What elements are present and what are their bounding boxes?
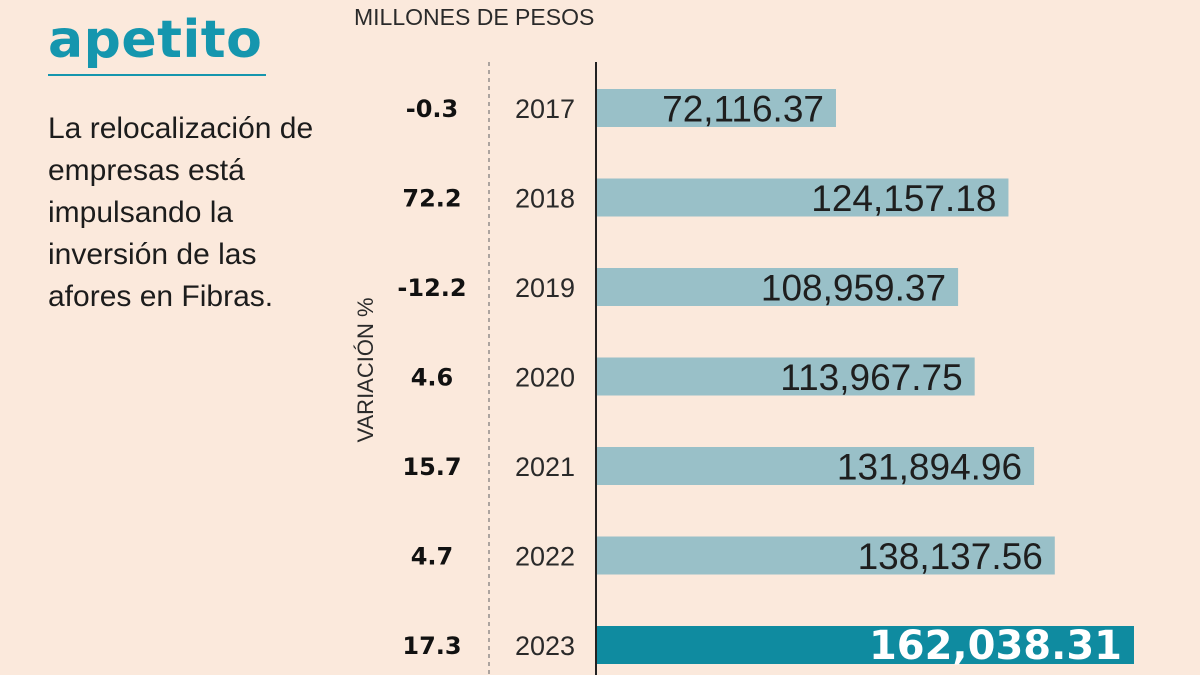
variation-label-2020: 4.6 <box>411 364 454 392</box>
variation-label-2017: -0.3 <box>406 95 458 123</box>
year-label-2023: 2023 <box>515 631 575 661</box>
headline-word: apetito <box>48 10 263 70</box>
units-label: MILLONES DE PESOS <box>354 4 595 30</box>
variation-label-2022: 4.7 <box>411 543 454 571</box>
year-label-2022: 2022 <box>515 542 575 572</box>
value-label-2017: 72,116.37 <box>662 89 824 130</box>
year-label-2017: 2017 <box>515 94 575 124</box>
year-label-2021: 2021 <box>515 452 575 482</box>
bar-2020 <box>597 357 975 396</box>
bar-2023 <box>597 626 1134 664</box>
bar-2021 <box>597 447 1035 485</box>
value-label-2020: 113,967.75 <box>780 357 962 398</box>
variation-label-2019: -12.2 <box>397 274 466 302</box>
bar-2022 <box>597 536 1055 575</box>
bar-2017 <box>597 89 836 127</box>
description-text: La relocalización de empresas está impul… <box>48 112 314 313</box>
value-label-2019: 108,959.37 <box>761 268 946 309</box>
headline-rule <box>48 74 266 76</box>
value-label-2018: 124,157.18 <box>811 178 996 219</box>
value-label-2022: 138,137.56 <box>858 536 1043 577</box>
variation-label-2021: 15.7 <box>402 453 461 481</box>
value-label-2023: 162,038.31 <box>869 623 1122 669</box>
side-panel: apetito La relocalización de empresas es… <box>0 0 330 675</box>
year-label-2018: 2018 <box>515 184 575 214</box>
value-label-2021: 131,894.96 <box>837 447 1022 488</box>
variation-label-2023: 17.3 <box>402 632 461 660</box>
year-label-2019: 2019 <box>515 273 575 303</box>
year-label-2020: 2020 <box>515 363 575 393</box>
bar-2019 <box>597 268 959 306</box>
variation-label-2018: 72.2 <box>402 185 461 213</box>
bar-2018 <box>597 178 1009 217</box>
